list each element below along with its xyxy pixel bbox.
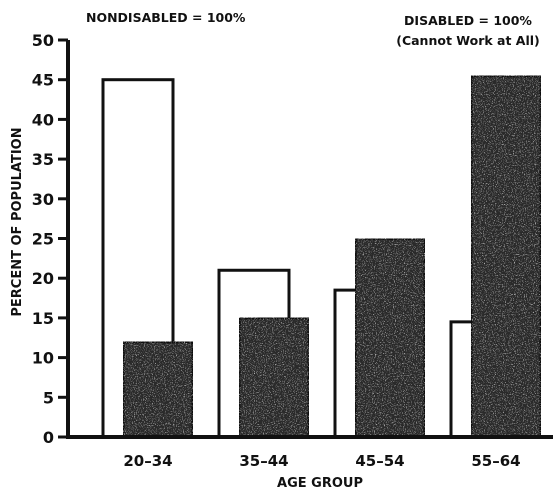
y-tick-label: 35 <box>32 150 54 169</box>
bars <box>101 74 543 439</box>
y-tick-label: 10 <box>32 349 54 368</box>
bar-disabled <box>469 74 543 439</box>
x-tick-label: 45–54 <box>355 452 404 470</box>
y-tick-label: 20 <box>32 269 54 288</box>
x-axis-title: AGE GROUP <box>277 476 363 491</box>
bar-disabled <box>353 237 427 439</box>
annotation-disabled: DISABLED = 100% <box>404 13 532 28</box>
y-tick-label: 30 <box>32 190 54 209</box>
y-tick-label: 5 <box>43 388 54 407</box>
x-tick-label: 55–64 <box>471 452 520 470</box>
x-axis-ticks: 20–34 35–44 45–54 55–64 <box>123 452 520 470</box>
y-axis-ticks: 0 5 10 15 20 25 30 35 40 45 50 <box>32 31 68 447</box>
y-tick-label: 25 <box>32 230 54 249</box>
y-tick-label: 50 <box>32 31 54 50</box>
bar-disabled <box>121 340 195 439</box>
y-tick-label: 40 <box>32 110 54 129</box>
y-tick-label: 15 <box>32 309 54 328</box>
bar-disabled <box>237 316 311 439</box>
x-tick-label: 35–44 <box>239 452 288 470</box>
y-tick-label: 45 <box>32 71 54 90</box>
y-tick-label: 0 <box>43 428 54 447</box>
annotation-disabled-note: (Cannot Work at All) <box>396 33 540 48</box>
x-tick-label: 20–34 <box>123 452 172 470</box>
y-axis-title: PERCENT OF POPULATION <box>10 127 25 316</box>
annotation-nondisabled: NONDISABLED = 100% <box>86 10 246 25</box>
